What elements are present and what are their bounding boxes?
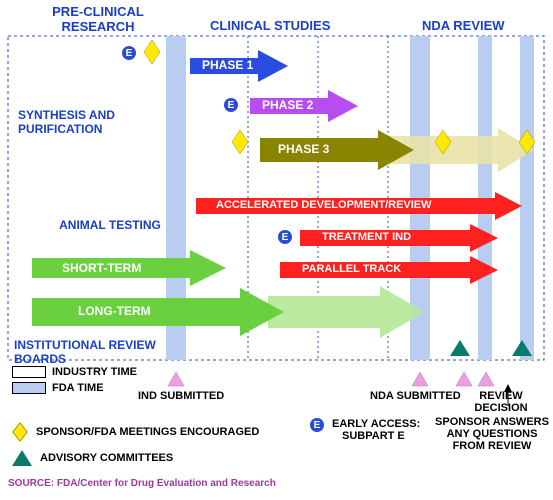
early-access-icon: E <box>310 418 324 432</box>
early-access-marker: E <box>224 98 238 112</box>
label-review-decision: REVIEW DECISION <box>466 390 536 414</box>
label-phase2: PHASE 2 <box>262 98 313 112</box>
source-text: SOURCE: FDA/Center for Drug Evaluation a… <box>8 478 276 489</box>
label-nda-submitted: NDA SUBMITTED <box>370 390 461 402</box>
label-ind-submitted: IND SUBMITTED <box>138 390 224 402</box>
early-access-marker: E <box>278 230 292 244</box>
arrow-long-term <box>32 288 284 336</box>
legend-early-access: E EARLY ACCESS: SUBPART E <box>310 418 420 442</box>
diamond-icon <box>12 422 28 442</box>
legend-fda: FDA TIME <box>12 382 104 394</box>
diamond-icon <box>144 40 160 64</box>
label-treatment: TREATMENT IND <box>322 231 411 243</box>
legend-advisory: ADVISORY COMMITTEES <box>12 450 173 466</box>
diamond-icon <box>232 130 248 154</box>
label-short-term: SHORT-TERM <box>62 261 141 275</box>
arrow-long-term-ghost <box>268 286 424 338</box>
label-irb: INSTITUTIONAL REVIEW BOARDS <box>14 338 164 366</box>
label-synthesis: SYNTHESIS AND PURIFICATION <box>18 108 158 136</box>
legend-industry: INDUSTRY TIME <box>12 366 137 378</box>
label-parallel: PARALLEL TRACK <box>302 263 401 275</box>
label-long-term: LONG-TERM <box>78 304 151 318</box>
early-access-marker: E <box>122 46 136 60</box>
triangle-icon <box>12 450 32 466</box>
label-phase3: PHASE 3 <box>278 142 329 156</box>
fda-process-diagram: PRE-CLINICAL RESEARCH CLINICAL STUDIES N… <box>0 0 553 500</box>
label-phase1: PHASE 1 <box>202 58 253 72</box>
legend-sponsor-meetings: SPONSOR/FDA MEETINGS ENCOURAGED <box>12 420 259 444</box>
label-accelerated: ACCELERATED DEVELOPMENT/REVIEW <box>216 199 432 211</box>
label-animal: ANIMAL TESTING <box>50 218 170 232</box>
label-sponsor-answers: SPONSOR ANSWERS ANY QUESTIONS FROM REVIE… <box>432 416 552 452</box>
